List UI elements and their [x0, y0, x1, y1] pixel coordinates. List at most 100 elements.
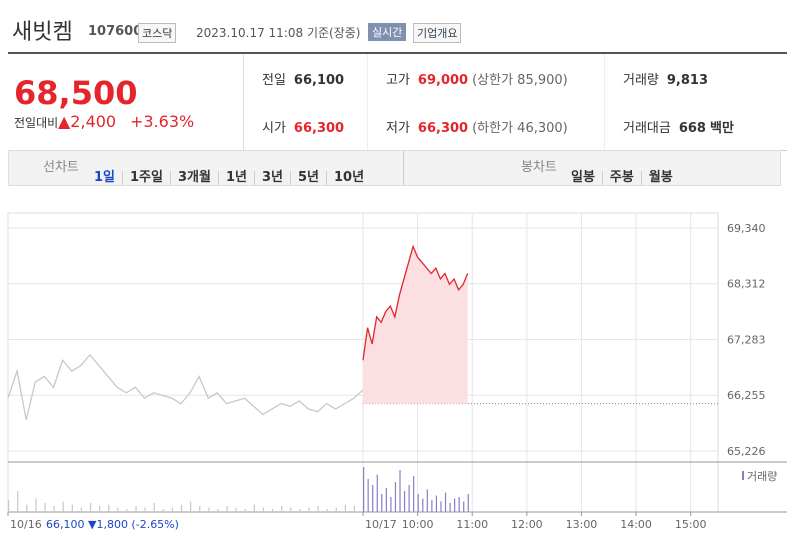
- volume-bar: [162, 509, 164, 512]
- volume-bar: [281, 506, 283, 512]
- quote-box: 68,500 전일대비 ▲2,400 +3.63% 전일 66,100 고가 69,0…: [8, 52, 787, 151]
- quote-cell: 고가 69,000 (상한가 85,900): [367, 54, 605, 102]
- y-tick-label: 65,226: [727, 445, 766, 458]
- company-button[interactable]: 기업개요: [413, 23, 462, 43]
- volume-bar: [262, 507, 265, 512]
- realtime-badge[interactable]: 실시간: [368, 23, 407, 41]
- tab[interactable]: 1주일: [123, 171, 171, 185]
- volume-bar: [308, 507, 310, 512]
- volume-legend-swatch: [742, 471, 744, 480]
- volume-bar: [367, 479, 369, 512]
- quote-value: 66,300: [417, 120, 469, 136]
- y-tick-label: 67,283: [727, 334, 766, 347]
- quote-note: (상한가 85,900): [472, 72, 568, 88]
- quote-value: 668: [678, 120, 706, 136]
- quote-row: 전일 66,100 고가 69,000 (상한가 85,900) 거래량 9,813: [244, 54, 773, 102]
- candle-tab-label: 봉차트: [521, 160, 557, 175]
- volume-bar: [344, 504, 346, 512]
- y-tick-label: 68,312: [727, 278, 766, 291]
- volume-bar: [403, 491, 406, 512]
- volume-bar: [199, 506, 201, 512]
- volume-bar: [217, 509, 219, 512]
- x-tick-label: 15:00: [675, 518, 707, 531]
- volume-bar: [17, 491, 19, 512]
- volume-bar: [426, 489, 428, 512]
- volume-bar: [80, 507, 83, 512]
- tab[interactable]: 3개월: [171, 171, 219, 185]
- tab[interactable]: 1일: [87, 171, 124, 185]
- volume-bar: [253, 504, 255, 512]
- stock-code: 107600: [88, 24, 143, 39]
- quote-value: 66,300: [293, 120, 345, 136]
- volume-bar: [226, 506, 228, 512]
- volume-bar: [89, 503, 92, 512]
- volume-bar: [99, 506, 101, 512]
- quote-note: (하한가 46,300): [472, 120, 568, 136]
- volume-bar: [449, 503, 451, 512]
- volume-bar: [335, 507, 337, 512]
- tab[interactable]: 월봉: [648, 170, 673, 185]
- volume-bar: [290, 507, 292, 512]
- volume-bar: [235, 507, 237, 512]
- quote-cell: 시가 66,300: [244, 102, 368, 150]
- quote-value: 69,000: [417, 72, 469, 88]
- volume-bar: [467, 494, 469, 512]
- volume-bar: [394, 482, 397, 512]
- volume-bar: [317, 506, 319, 512]
- quote-cell: 전일 66,100: [244, 54, 368, 102]
- volume-bar: [417, 494, 419, 512]
- tab[interactable]: 주봉: [603, 171, 642, 185]
- y-tick-label: 66,255: [727, 389, 766, 402]
- volume-bar: [413, 476, 415, 512]
- volume-bar: [385, 488, 387, 512]
- tab[interactable]: 10년: [334, 170, 365, 185]
- quote-label: 거래량: [623, 72, 659, 88]
- y-tick-label: 69,340: [727, 222, 766, 235]
- volume-bar: [153, 503, 155, 512]
- volume-bar: [26, 504, 28, 512]
- quote-value: 66,100: [293, 72, 345, 88]
- volume-bar: [117, 507, 119, 512]
- volume-bar: [326, 509, 328, 512]
- volume-bar: [108, 504, 110, 512]
- volume-bar: [8, 500, 10, 512]
- volume-bar: [126, 509, 128, 512]
- volume-bar: [244, 509, 246, 512]
- tab-bar: 선차트 1일 1주일 3개월 1년 3년 5년 10년 봉차트 일봉 주봉 월봉: [8, 150, 781, 186]
- volume-legend: 거래량: [747, 470, 777, 483]
- volume-bar: [454, 498, 456, 512]
- volume-bar: [71, 504, 73, 512]
- date: 2023.10.17 11:08: [196, 26, 304, 40]
- tab[interactable]: 1년: [219, 171, 255, 185]
- x-tick-label: 13:00: [566, 518, 598, 531]
- volume-bar: [390, 497, 392, 512]
- quote-label: 저가: [386, 120, 410, 136]
- tab[interactable]: 일봉: [564, 171, 603, 185]
- volume-bar: [444, 492, 447, 512]
- quote-cell: 거래량 9,813: [604, 54, 773, 102]
- tab[interactable]: 5년: [291, 171, 327, 185]
- volume-bar: [376, 474, 378, 512]
- quote-label: 전일: [262, 72, 286, 88]
- prev-summary: 66,100 ▼1,800 (-2.65%): [46, 518, 179, 531]
- volume-bar: [422, 498, 424, 512]
- status: 기준(장중): [306, 26, 361, 40]
- quote-value: 9,813: [666, 72, 709, 88]
- volume-bar: [53, 506, 55, 512]
- quote-cell: 거래대금 668 백만: [604, 102, 773, 150]
- stock-name: 새빗켐: [12, 20, 73, 45]
- market-badge: 코스닥: [138, 23, 177, 43]
- volume-bar: [144, 507, 146, 512]
- quote-unit: 백만: [709, 120, 734, 136]
- volume-bar: [463, 501, 465, 512]
- x-tick-label: 14:00: [620, 518, 652, 531]
- tab[interactable]: 3년: [255, 171, 291, 185]
- price: 68,500: [14, 74, 138, 112]
- volume-bar: [271, 509, 274, 512]
- change-label: 전일대비: [14, 116, 59, 130]
- quote-label: 시가: [262, 120, 286, 136]
- change: ▲2,400: [58, 112, 117, 131]
- x-tick-label: 11:00: [456, 518, 488, 531]
- volume-bar: [171, 507, 174, 512]
- price-area: [363, 246, 468, 404]
